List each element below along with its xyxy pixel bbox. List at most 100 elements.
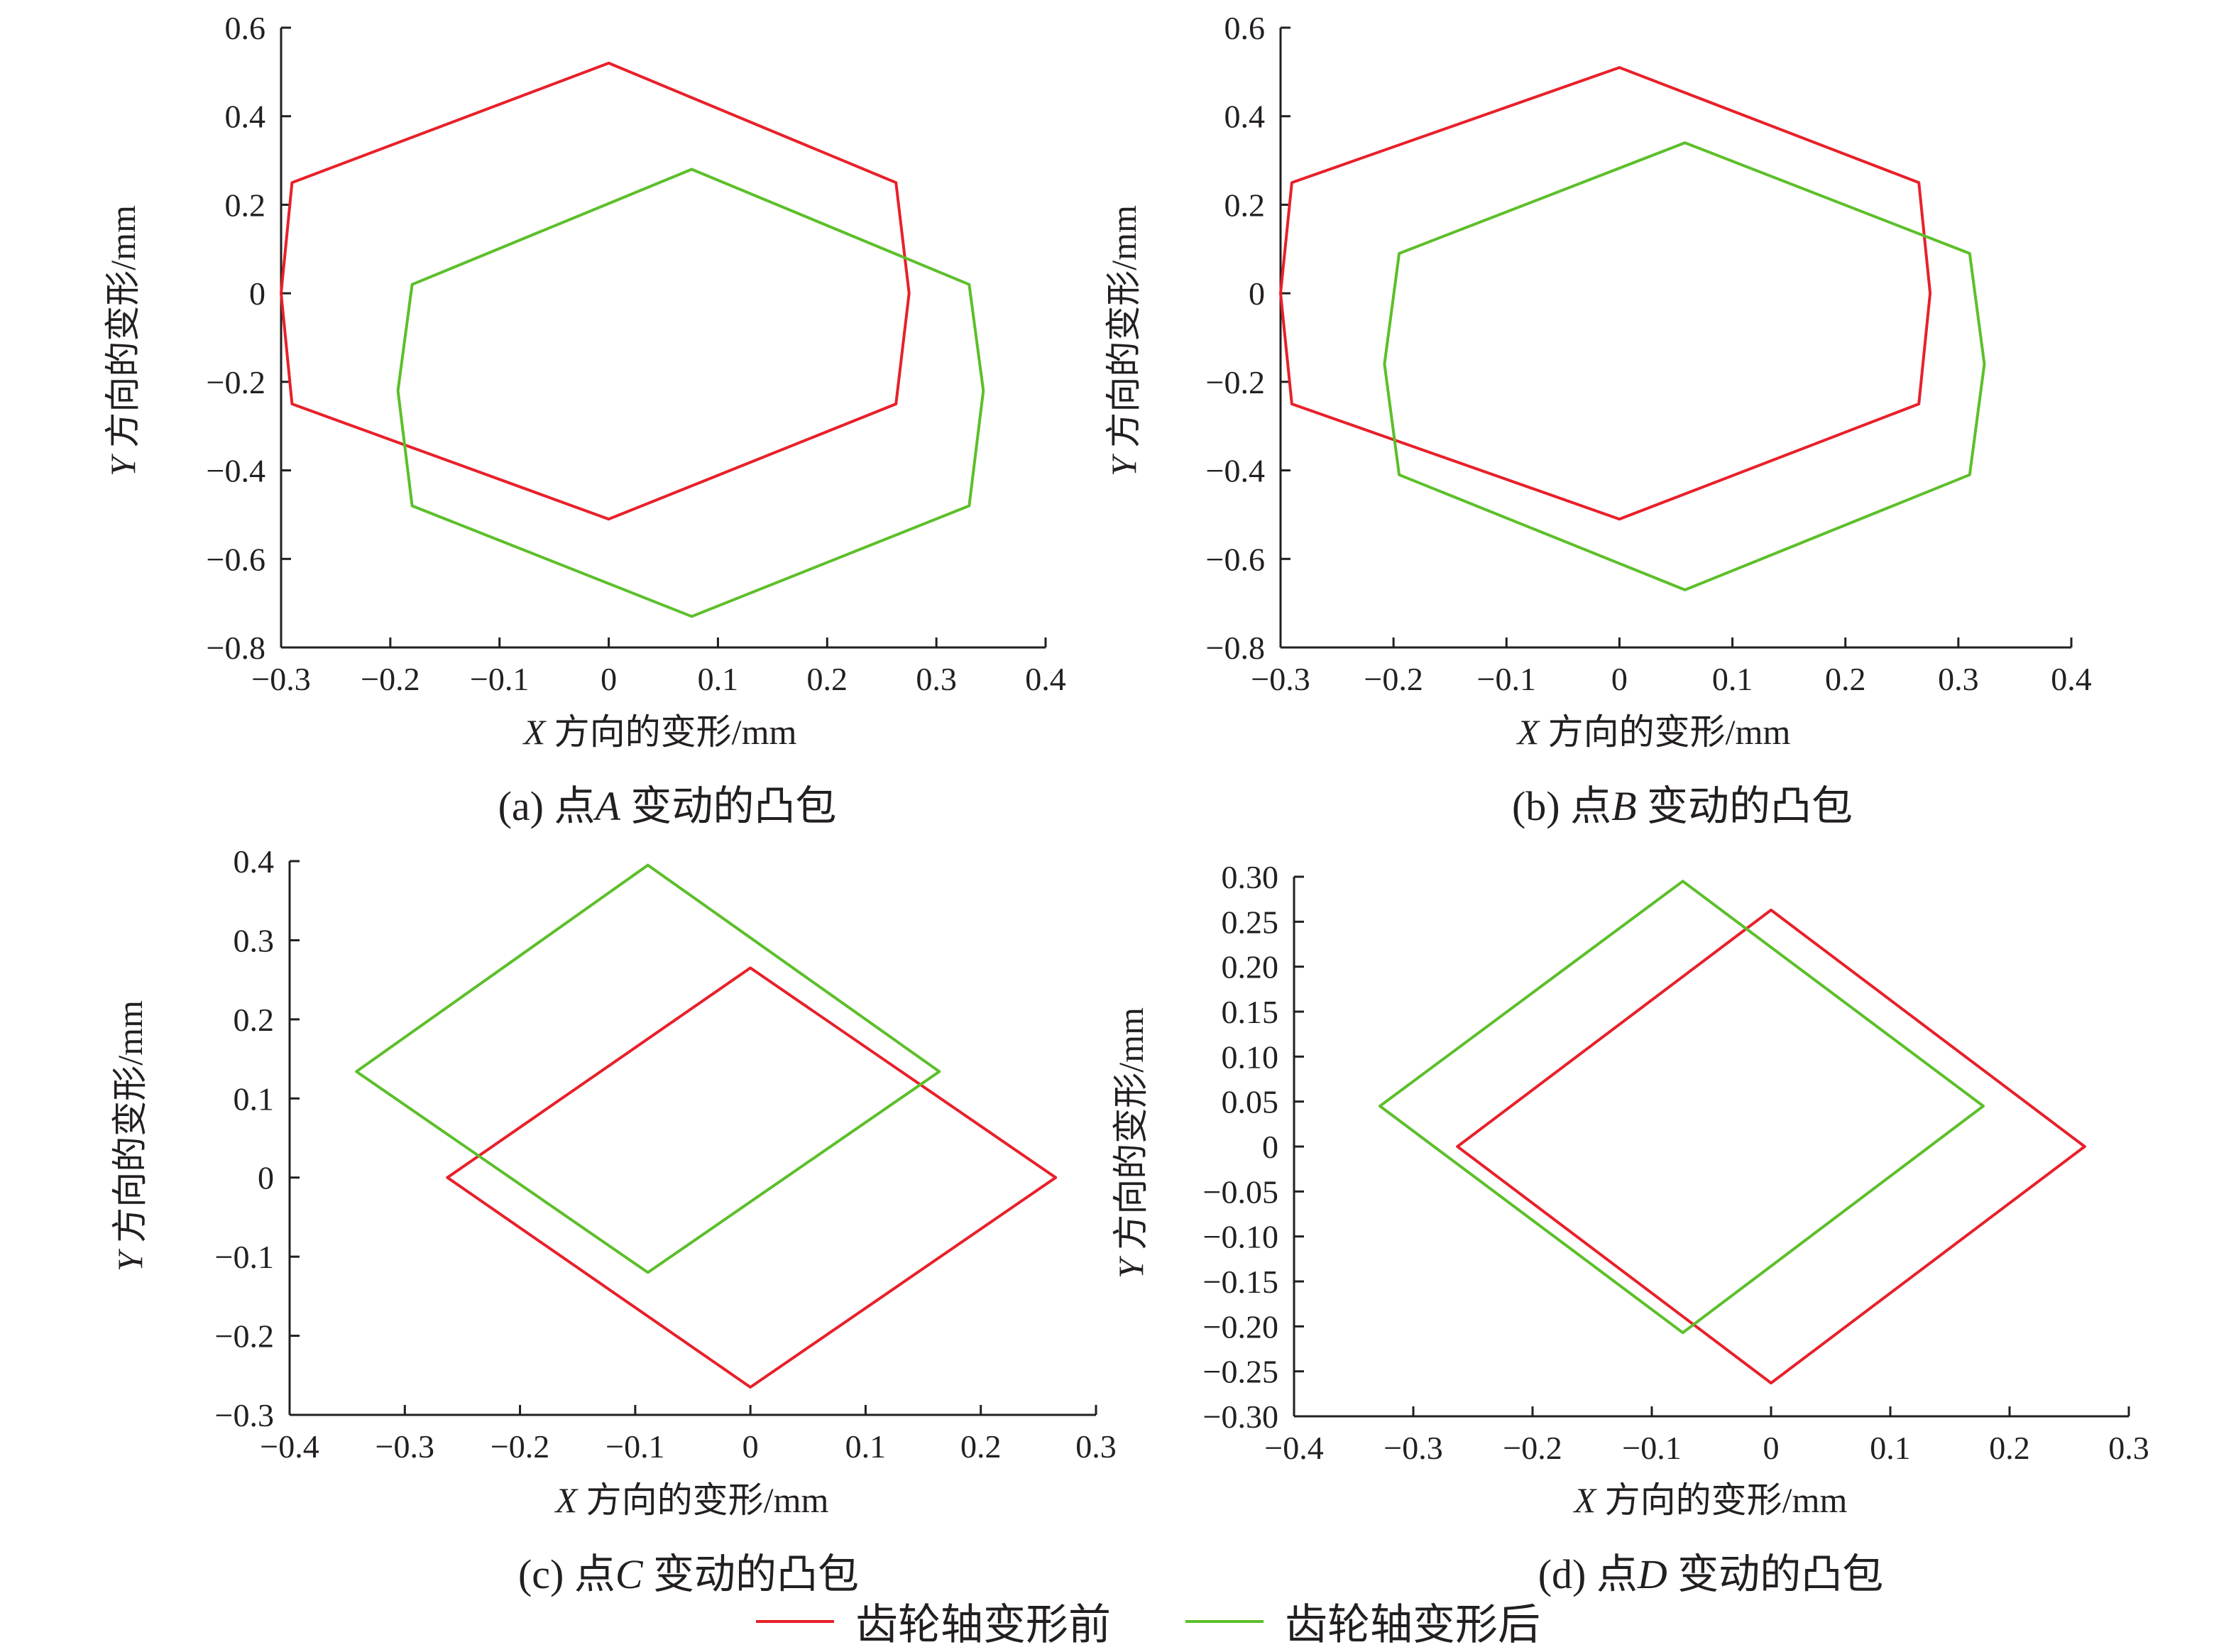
x-tick-label: 0.3 — [2108, 1430, 2149, 1466]
x-tick-label: −0.3 — [251, 661, 310, 697]
x-tick-label: −0.4 — [1264, 1430, 1323, 1466]
chart-d: −0.4 −0.3 −0.2 −0.1 0 0.1 0.2 0.3−0.30−0.25−0.2… — [1111, 859, 2149, 1520]
x-tick-label: 0.3 — [1938, 661, 1979, 697]
y-tick-label: 0.2 — [234, 1002, 275, 1038]
y-tick-label: −0.2 — [207, 364, 265, 400]
x-axis-title: X 方向的变形/mm — [1573, 1480, 1848, 1520]
y-tick-label: −0.10 — [1203, 1219, 1278, 1255]
y-tick-label: −0.25 — [1203, 1354, 1278, 1390]
y-tick-label: −0.30 — [1203, 1399, 1278, 1435]
y-tick-label: 0.2 — [225, 187, 266, 223]
x-tick-label: 0 — [601, 661, 617, 697]
x-tick-label: 0.2 — [960, 1428, 1002, 1465]
y-tick-label: −0.05 — [1203, 1174, 1278, 1210]
chart-b: −0.3 −0.2 −0.1 0 0.1 0.2 0.3 0.4 −0.8 −0.6 −0.4 −0.… — [1104, 10, 2092, 752]
x-tick-label: 0.2 — [1989, 1430, 2030, 1466]
legend-label-before: 齿轮轴变形前 — [855, 1602, 1111, 1648]
x-tick-label: −0.2 — [1364, 661, 1423, 697]
hull-before-deformation — [446, 966, 1058, 1389]
y-axis-var: Y — [110, 1248, 150, 1271]
y-tick-label: −0.4 — [207, 453, 265, 489]
y-tick-label: 0 — [258, 1160, 274, 1196]
y-axis-title: Y 方向的变形/mm — [1111, 1007, 1151, 1279]
x-tick-label: −0.1 — [1477, 661, 1536, 697]
y-tick-label: 0.30 — [1222, 859, 1279, 895]
hull-before-deformation — [1279, 66, 1932, 521]
y-axis-title: Y 方向的变形/mm — [110, 1000, 150, 1271]
legend-item-after: 齿轮轴变形后 — [1185, 1590, 1540, 1652]
y-tick-label: −0.15 — [1203, 1264, 1278, 1300]
x-tick-label: 0.4 — [1025, 661, 1066, 697]
x-tick-label: 0.1 — [1870, 1430, 1911, 1466]
y-axis-text: 方向的变形/mm — [103, 205, 143, 456]
x-tick-label: 0.1 — [845, 1428, 887, 1465]
x-tick-label: 0.4 — [2051, 661, 2092, 697]
y-tick-label: 0.1 — [234, 1081, 275, 1117]
x-tick-label: −0.3 — [376, 1428, 434, 1465]
x-tick-label: −0.3 — [1251, 661, 1310, 697]
x-tick-label: −0.4 — [260, 1428, 319, 1465]
x-tick-label: 0.3 — [1075, 1428, 1117, 1465]
x-tick-label: 0.1 — [1712, 661, 1753, 697]
x-axis-text: 方向的变形/mm — [1596, 1480, 1847, 1520]
x-tick-label: −0.1 — [1622, 1430, 1681, 1466]
x-tick-label: 0.2 — [1825, 661, 1866, 697]
y-axis-title: Y 方向的变形/mm — [103, 205, 143, 476]
x-tick-label: −0.3 — [1383, 1430, 1442, 1466]
caption-a: (a) 点A 变动的凸包 — [498, 783, 837, 829]
chart-a: −0.3 −0.2 −0.1 0 0.1 0.2 0.3 0.4 −0.8 −0.6 −0.4 −0.… — [103, 10, 1066, 752]
y-tick-label: 0.6 — [1224, 10, 1266, 46]
y-tick-label: 0.3 — [234, 922, 275, 958]
x-tick-label: 0.3 — [916, 661, 957, 697]
legend-swatch-after — [1185, 1619, 1264, 1623]
y-tick-label: 0.6 — [225, 10, 266, 46]
x-tick-label: −0.2 — [361, 661, 420, 697]
y-axis-var: Y — [1111, 1255, 1151, 1279]
y-tick-label: 0.10 — [1222, 1039, 1279, 1075]
x-axis-var: X — [1573, 1480, 1598, 1520]
y-tick-label: −0.8 — [1206, 630, 1265, 666]
x-axis-title: X 方向的变形/mm — [522, 712, 797, 752]
y-tick-label: 0 — [1249, 275, 1265, 312]
y-tick-label: −0.20 — [1203, 1308, 1278, 1345]
caption-d: (d) 点D 变动的凸包 — [1538, 1551, 1884, 1597]
y-tick-label: −0.3 — [215, 1397, 274, 1433]
hull-after-deformation — [1383, 141, 1986, 591]
y-tick-label: −0.8 — [207, 630, 265, 666]
caption-b: (b) 点B 变动的凸包 — [1511, 783, 1853, 829]
y-tick-label: 0.4 — [225, 99, 266, 135]
y-axis-text: 方向的变形/mm — [110, 1000, 150, 1252]
x-tick-label: 0 — [742, 1428, 759, 1465]
hull-after-deformation — [1379, 880, 1985, 1335]
y-tick-label: −0.6 — [1206, 541, 1265, 577]
hull-after-deformation — [355, 863, 941, 1274]
y-axis-var: Y — [1104, 453, 1144, 476]
x-tick-label: −0.1 — [470, 661, 529, 697]
x-axis-text: 方向的变形/mm — [545, 712, 796, 752]
caption-c: (c) 点C 变动的凸包 — [517, 1551, 860, 1597]
x-axis-var: X — [522, 712, 547, 752]
y-tick-label: −0.4 — [1206, 453, 1265, 489]
legend-label-after: 齿轮轴变形后 — [1285, 1602, 1540, 1648]
x-tick-label: 0 — [1763, 1430, 1780, 1466]
x-axis-title: X 方向的变形/mm — [1516, 712, 1791, 752]
x-tick-label: −0.1 — [605, 1428, 664, 1465]
y-tick-label: 0.4 — [234, 843, 275, 880]
y-tick-label: −0.1 — [215, 1239, 274, 1275]
legend-swatch-before — [756, 1619, 834, 1623]
y-axis-var: Y — [103, 453, 143, 476]
y-tick-label: −0.6 — [207, 541, 265, 577]
hull-before-deformation — [280, 61, 911, 521]
y-tick-label: 0.2 — [1224, 187, 1266, 223]
x-axis-var: X — [554, 1480, 579, 1520]
y-axis-text: 方向的变形/mm — [1104, 205, 1144, 456]
y-tick-label: 0.20 — [1222, 949, 1279, 985]
x-axis-title: X 方向的变形/mm — [554, 1480, 829, 1520]
x-axis-var: X — [1516, 712, 1541, 752]
hull-after-deformation — [396, 168, 985, 618]
hull-before-deformation — [1456, 908, 2086, 1385]
x-tick-label: −0.2 — [491, 1428, 549, 1465]
y-tick-label: 0 — [1262, 1129, 1278, 1165]
x-tick-label: 0.1 — [698, 661, 739, 697]
